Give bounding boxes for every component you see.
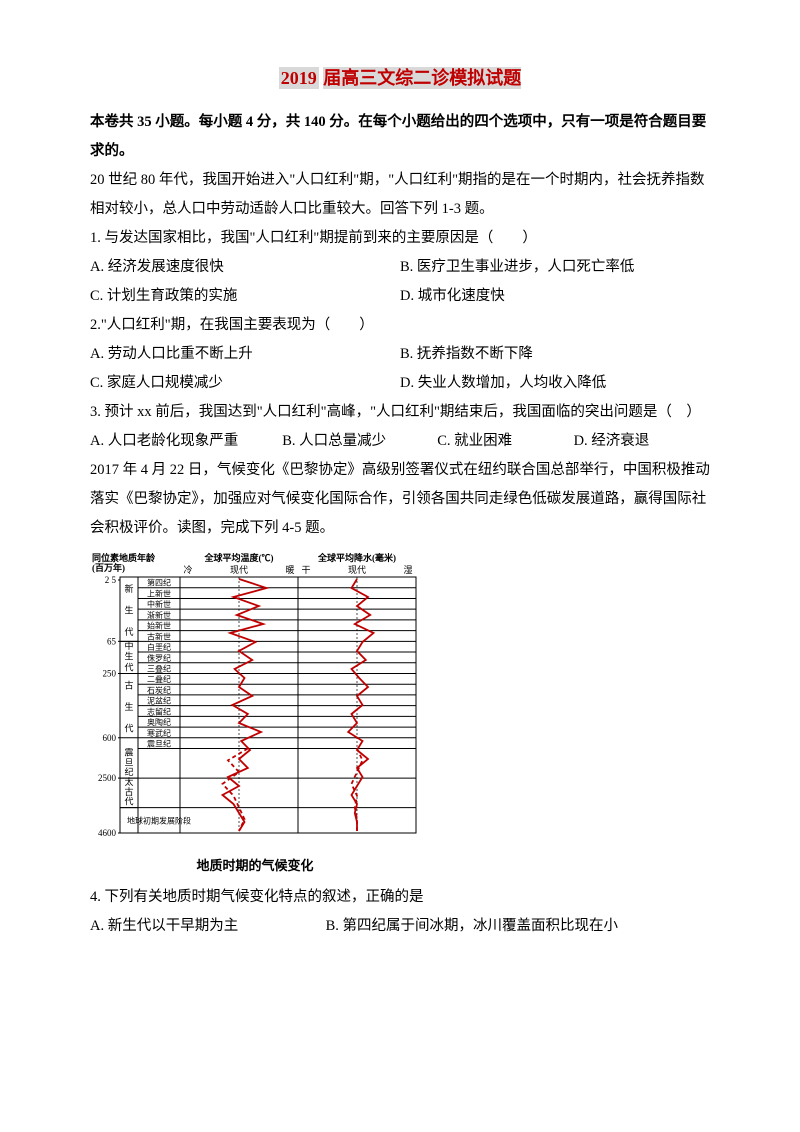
svg-text:全球平均温度(℃): 全球平均温度(℃) bbox=[204, 552, 274, 563]
q4-opt-a: A. 新生代以干早期为主 bbox=[90, 912, 326, 941]
svg-text:全球平均降水(毫米): 全球平均降水(毫米) bbox=[317, 552, 396, 563]
q2-options-2: C. 家庭人口规模减少 D. 失业人数增加，人均收入降低 bbox=[90, 369, 710, 398]
q2-stem: 2."人口红利"期，在我国主要表现为（ ） bbox=[90, 311, 710, 340]
q3-opt-d: D. 经济衰退 bbox=[574, 427, 710, 456]
climate-svg: 同位素地质年龄(百万年) 全球平均温度(℃) 全球平均降水(毫米) 冷 现代 暖干 现代 湿第… bbox=[90, 551, 420, 851]
svg-text:代: 代 bbox=[124, 662, 133, 672]
svg-text:上新世: 上新世 bbox=[147, 588, 171, 598]
svg-text:2 5: 2 5 bbox=[105, 575, 117, 585]
svg-text:250: 250 bbox=[103, 668, 117, 678]
svg-text:生: 生 bbox=[124, 701, 133, 712]
climate-chart: 同位素地质年龄(百万年) 全球平均温度(℃) 全球平均降水(毫米) 冷 现代 暖干 现代 湿第… bbox=[90, 551, 420, 851]
title-rest: 届高三文综二诊模拟试题 bbox=[323, 67, 521, 89]
q2-options: A. 劳动人口比重不断上升 B. 抚养指数不断下降 bbox=[90, 340, 710, 369]
svg-text:第四纪: 第四纪 bbox=[147, 578, 171, 588]
svg-text:600: 600 bbox=[103, 733, 117, 743]
svg-text:震: 震 bbox=[124, 747, 133, 757]
q2-opt-a: A. 劳动人口比重不断上升 bbox=[90, 340, 400, 369]
svg-text:寒武纪: 寒武纪 bbox=[147, 728, 171, 738]
q3-stem: 3. 预计 xx 前后，我国达到"人口红利"高峰，"人口红利"期结束后，我国面临… bbox=[90, 398, 710, 427]
svg-text:中新世: 中新世 bbox=[147, 599, 171, 609]
svg-text:古: 古 bbox=[124, 786, 133, 797]
svg-text:现代: 现代 bbox=[230, 565, 248, 575]
svg-text:同位素地质年龄: 同位素地质年龄 bbox=[92, 552, 156, 563]
q4-stem: 4. 下列有关地质时期气候变化特点的叙述，正确的是 bbox=[90, 883, 710, 912]
svg-text:二叠纪: 二叠纪 bbox=[147, 674, 171, 684]
svg-text:奥陶纪: 奥陶纪 bbox=[147, 717, 171, 727]
svg-text:生: 生 bbox=[124, 651, 133, 662]
climate-figure: 同位素地质年龄(百万年) 全球平均温度(℃) 全球平均降水(毫米) 冷 现代 暖干 现代 湿第… bbox=[90, 551, 710, 879]
q3-opt-b: B. 人口总量减少 bbox=[282, 427, 437, 456]
page-title: 2019 届高三文综二诊模拟试题 bbox=[90, 60, 710, 96]
svg-text:暖: 暖 bbox=[285, 564, 294, 575]
svg-text:代: 代 bbox=[124, 797, 133, 807]
q1-opt-d: D. 城市化速度快 bbox=[400, 282, 710, 311]
q1-opt-b: B. 医疗卫生事业进步，人口死亡率低 bbox=[400, 253, 710, 282]
svg-text:太: 太 bbox=[124, 776, 133, 787]
svg-text:2500: 2500 bbox=[98, 773, 117, 783]
svg-text:旦: 旦 bbox=[124, 757, 133, 767]
svg-text:渐新世: 渐新世 bbox=[147, 610, 171, 620]
svg-text:白垩纪: 白垩纪 bbox=[147, 642, 171, 652]
q2-opt-b: B. 抚养指数不断下降 bbox=[400, 340, 710, 369]
q2-opt-d: D. 失业人数增加，人均收入降低 bbox=[400, 369, 710, 398]
title-year: 2019 bbox=[279, 67, 319, 89]
svg-text:志留纪: 志留纪 bbox=[147, 706, 171, 716]
q1-opt-a: A. 经济发展速度很快 bbox=[90, 253, 400, 282]
q3-opt-c: C. 就业困难 bbox=[437, 427, 573, 456]
svg-text:古: 古 bbox=[124, 679, 133, 690]
svg-text:三叠纪: 三叠纪 bbox=[147, 663, 171, 673]
q1-opt-c: C. 计划生育政策的实施 bbox=[90, 282, 400, 311]
svg-text:代: 代 bbox=[124, 723, 133, 733]
svg-text:泥盆纪: 泥盆纪 bbox=[147, 696, 171, 706]
svg-text:新: 新 bbox=[124, 583, 133, 594]
svg-text:生: 生 bbox=[124, 604, 133, 615]
svg-text:始新世: 始新世 bbox=[147, 621, 171, 631]
q3-options: A. 人口老龄化现象严重 B. 人口总量减少 C. 就业困难 D. 经济衰退 bbox=[90, 427, 710, 456]
svg-text:震旦纪: 震旦纪 bbox=[147, 739, 171, 749]
svg-text:干: 干 bbox=[301, 565, 310, 575]
q3-opt-a: A. 人口老龄化现象严重 bbox=[90, 427, 282, 456]
q1-stem: 1. 与发达国家相比，我国"人口红利"期提前到来的主要原因是（ ） bbox=[90, 224, 710, 253]
q1-options-2: C. 计划生育政策的实施 D. 城市化速度快 bbox=[90, 282, 710, 311]
svg-text:古新世: 古新世 bbox=[147, 631, 171, 641]
svg-text:地球初期发展阶段: 地球初期发展阶段 bbox=[127, 815, 191, 825]
q1-options: A. 经济发展速度很快 B. 医疗卫生事业进步，人口死亡率低 bbox=[90, 253, 710, 282]
svg-text:(百万年): (百万年) bbox=[92, 562, 125, 573]
svg-text:纪: 纪 bbox=[124, 766, 133, 777]
svg-text:石炭纪: 石炭纪 bbox=[147, 685, 171, 695]
q4-opt-b: B. 第四纪属于间冰期，冰川覆盖面积比现在小 bbox=[326, 912, 710, 941]
svg-text:现代: 现代 bbox=[348, 565, 366, 575]
instruction: 本卷共 35 小题。每小题 4 分，共 140 分。在每个小题给出的四个选项中，… bbox=[90, 108, 710, 166]
svg-text:4600: 4600 bbox=[98, 828, 117, 838]
passage-1: 20 世纪 80 年代，我国开始进入"人口红利"期，"人口红利"期指的是在一个时… bbox=[90, 166, 710, 224]
q4-options: A. 新生代以干早期为主 B. 第四纪属于间冰期，冰川覆盖面积比现在小 bbox=[90, 912, 710, 941]
passage-2: 2017 年 4 月 22 日，气候变化《巴黎协定》高级别签署仪式在纽约联合国总… bbox=[90, 456, 710, 543]
svg-text:侏罗纪: 侏罗纪 bbox=[147, 653, 171, 663]
q2-opt-c: C. 家庭人口规模减少 bbox=[90, 369, 400, 398]
svg-text:湿: 湿 bbox=[403, 565, 412, 575]
figure-caption: 地质时期的气候变化 bbox=[90, 853, 420, 879]
svg-text:代: 代 bbox=[124, 627, 133, 637]
svg-text:65: 65 bbox=[107, 636, 117, 646]
svg-text:冷: 冷 bbox=[183, 564, 192, 575]
